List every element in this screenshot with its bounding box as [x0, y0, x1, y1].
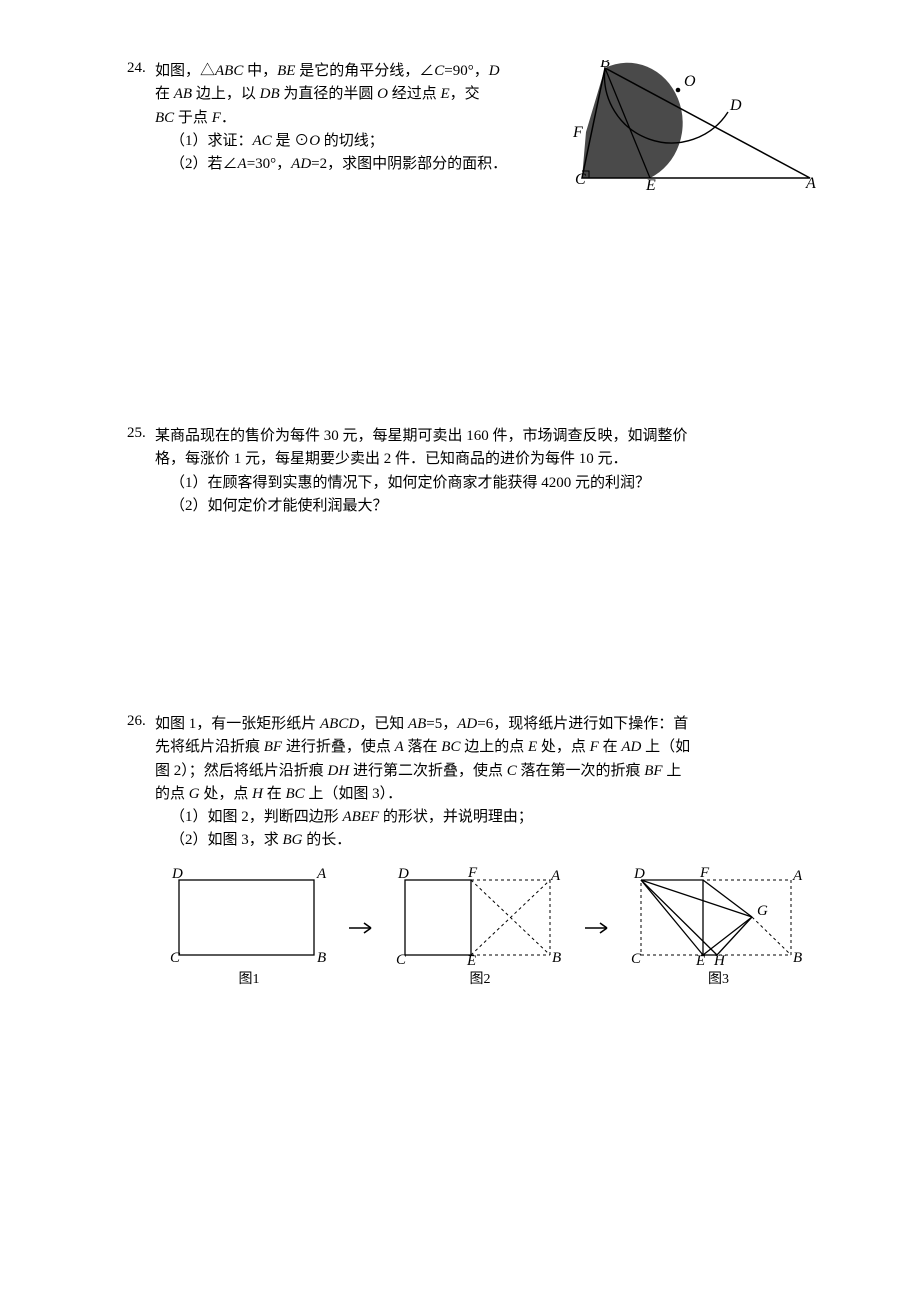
p26-l4: 的点 G 处，点 H 在 BC 上（如图 3）．: [155, 783, 820, 806]
fig2-a: A: [550, 868, 561, 884]
fig2-c: C: [396, 952, 407, 965]
p25-q2: （2）如何定价才能使利润最大？: [155, 495, 820, 518]
p26-l1: 如图 1，有一张矩形纸片 ABCD，已知 AB=5，AD=6，现将纸片进行如下操…: [155, 713, 820, 736]
problem-24: 24. B C A E F D: [155, 60, 820, 195]
label-f: F: [572, 124, 583, 141]
fig2-svg: D F A C E B: [395, 865, 565, 965]
label-o: O: [684, 73, 696, 90]
problem-24-figure: B C A E F D O: [570, 60, 820, 195]
label-e: E: [645, 177, 656, 190]
fig1-d: D: [171, 866, 183, 882]
fig3-dg: [641, 880, 752, 917]
figure-24-svg: B C A E F D O: [570, 60, 820, 190]
problem-26: 26. 如图 1，有一张矩形纸片 ABCD，已知 AB=5，AD=6，现将纸片进…: [155, 713, 820, 990]
fig3-outer: [641, 880, 791, 955]
fig3-c: C: [631, 951, 642, 965]
problem-26-body: 如图 1，有一张矩形纸片 ABCD，已知 AB=5，AD=6，现将纸片进行如下操…: [155, 713, 820, 990]
p26-l3: 图 2）；然后将纸片沿折痕 DH 进行第二次折叠，使点 C 落在第一次的折痕 B…: [155, 760, 820, 783]
fig2-b: B: [552, 950, 561, 965]
p25-l2: 格，每涨价 1 元，每星期要少卖出 2 件．已知商品的进价为每件 10 元．: [155, 448, 820, 471]
problem-24-number: 24.: [127, 60, 146, 77]
page: 24. B C A E F D: [0, 0, 920, 1070]
center-o-dot: [676, 88, 681, 93]
fig2-cell: D F A C E B 图2: [395, 865, 565, 991]
shaded-region: [582, 63, 683, 178]
problem-25-body: 某商品现在的售价为每件 30 元，每星期可卖出 160 件，市场调查反映，如调整…: [155, 425, 820, 518]
fig1-cell: D A C B 图1: [169, 865, 329, 991]
fig3-cell: D F A C E H B G 图3: [631, 865, 806, 991]
p26-q1: （1）如图 2，判断四边形 ABEF 的形状，并说明理由；: [155, 806, 820, 829]
problem-26-number: 26.: [127, 713, 146, 730]
fig3-ge: [703, 917, 752, 955]
problem-26-figures: D A C B 图1: [155, 865, 820, 991]
fig1-rect: [179, 880, 314, 955]
fig3-caption: 图3: [631, 969, 806, 991]
label-c: C: [575, 171, 586, 188]
arrow-1: [347, 919, 377, 990]
problem-25: 25. 某商品现在的售价为每件 30 元，每星期可卖出 160 件，市场调查反映…: [155, 425, 820, 518]
label-d: D: [729, 97, 742, 114]
fig3-h: H: [713, 953, 726, 965]
p25-q1: （1）在顾客得到实惠的情况下，如何定价商家才能获得 4200 元的利润？: [155, 472, 820, 495]
fig3-svg: D F A C E H B G: [631, 865, 806, 965]
fig2-solid: [405, 880, 471, 955]
fig2-e: E: [466, 953, 476, 965]
fig1-c: C: [170, 950, 181, 965]
fig2-d: D: [397, 866, 409, 882]
fig3-fg: [703, 880, 752, 917]
fig1-b: B: [317, 950, 326, 965]
fig3-f: F: [699, 865, 710, 881]
arrow-2: [583, 919, 613, 990]
fig3-a: A: [792, 868, 803, 884]
fig3-gb: [752, 917, 791, 955]
problem-25-number: 25.: [127, 425, 146, 442]
p26-l2: 先将纸片沿折痕 BF 进行折叠，使点 A 落在 BC 边上的点 E 处，点 F …: [155, 736, 820, 759]
fig2-f: F: [467, 865, 478, 881]
label-a: A: [805, 175, 816, 190]
fig3-dh: [641, 880, 717, 955]
p25-l1: 某商品现在的售价为每件 30 元，每星期可卖出 160 件，市场调查反映，如调整…: [155, 425, 820, 448]
fig3-de: [641, 880, 703, 955]
fig3-d: D: [633, 866, 645, 882]
fig1-svg: D A C B: [169, 865, 329, 965]
fig2-caption: 图2: [395, 969, 565, 991]
fig3-b: B: [793, 950, 802, 965]
fig3-gh: [717, 917, 752, 955]
p26-q2: （2）如图 3，求 BG 的长．: [155, 829, 820, 852]
fig3-e: E: [695, 953, 705, 965]
fig3-g: G: [757, 903, 768, 919]
fig1-a: A: [316, 866, 327, 882]
fig1-caption: 图1: [169, 969, 329, 991]
label-b: B: [600, 60, 610, 71]
